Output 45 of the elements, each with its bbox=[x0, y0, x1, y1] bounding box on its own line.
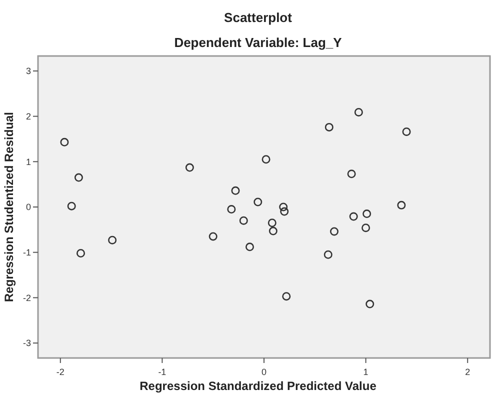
point bbox=[362, 210, 372, 218]
y-tick-label: 0 bbox=[26, 202, 31, 212]
point bbox=[354, 108, 363, 116]
point bbox=[397, 200, 406, 210]
point bbox=[262, 155, 270, 164]
point bbox=[324, 250, 332, 259]
point bbox=[254, 198, 262, 206]
y-tick-label: 3 bbox=[26, 66, 31, 76]
point bbox=[280, 207, 289, 216]
point bbox=[60, 138, 69, 146]
point bbox=[208, 232, 218, 241]
point bbox=[282, 292, 291, 301]
x-tick-label: 1 bbox=[363, 367, 368, 377]
point bbox=[347, 170, 356, 178]
point bbox=[231, 186, 240, 195]
point bbox=[324, 122, 334, 132]
point bbox=[349, 212, 358, 221]
y-tick-label: -1 bbox=[22, 247, 31, 258]
x-tick-label: 2 bbox=[465, 367, 470, 377]
y-tick-label: -2 bbox=[22, 292, 31, 303]
x-tick-label: -2 bbox=[56, 367, 64, 377]
x-axis-title: Regression Standardized Predicted Value bbox=[140, 379, 377, 393]
point bbox=[67, 202, 76, 210]
point bbox=[362, 224, 370, 232]
y-axis-title: Regression Studentized Residual bbox=[2, 112, 16, 302]
chart-title: Scatterplot bbox=[224, 10, 293, 25]
y-tick-label: -3 bbox=[22, 338, 31, 348]
point bbox=[246, 242, 254, 252]
y-tick-label: 1 bbox=[26, 156, 31, 167]
point bbox=[108, 236, 117, 244]
point bbox=[366, 300, 374, 308]
y-tick-label: 2 bbox=[26, 111, 31, 122]
point bbox=[279, 202, 288, 212]
point bbox=[185, 163, 194, 172]
point bbox=[268, 226, 278, 236]
point bbox=[330, 227, 338, 236]
point bbox=[227, 205, 236, 214]
x-tick-label: 0 bbox=[261, 367, 267, 377]
point bbox=[402, 127, 411, 136]
point bbox=[76, 249, 86, 258]
point bbox=[268, 218, 276, 228]
point bbox=[74, 173, 83, 182]
chart-subtitle: Dependent Variable: Lag_Y bbox=[174, 35, 342, 50]
point bbox=[239, 216, 248, 225]
x-tick-label: -1 bbox=[158, 367, 166, 377]
